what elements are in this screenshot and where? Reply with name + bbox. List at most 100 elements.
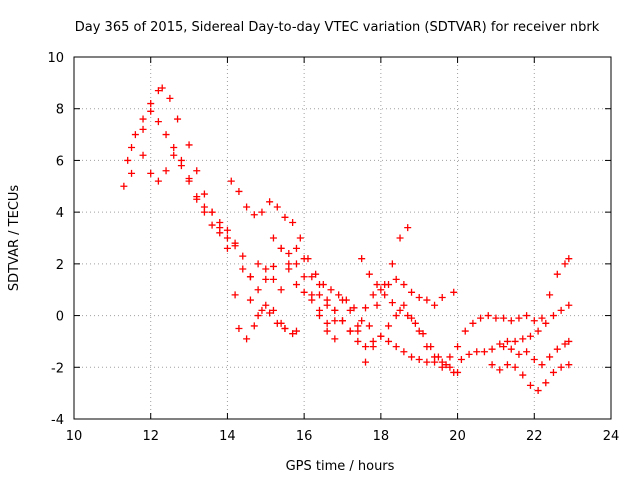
data-point xyxy=(177,162,185,170)
data-point xyxy=(285,265,293,273)
data-point xyxy=(404,312,412,320)
data-point xyxy=(365,270,373,278)
data-point xyxy=(431,358,439,366)
data-point xyxy=(526,332,534,340)
data-point xyxy=(266,309,274,317)
data-point xyxy=(162,131,170,139)
data-point xyxy=(120,182,128,190)
data-point xyxy=(223,244,231,252)
data-point xyxy=(331,317,339,325)
data-point xyxy=(385,281,393,289)
x-tick-label: 12 xyxy=(142,429,159,444)
data-point xyxy=(549,312,557,320)
data-point xyxy=(507,345,515,353)
data-point xyxy=(208,208,216,216)
data-point xyxy=(408,353,416,361)
data-point xyxy=(246,273,254,281)
series-track-5 xyxy=(246,244,458,335)
data-point xyxy=(235,325,243,332)
data-point xyxy=(511,363,519,371)
data-point xyxy=(484,312,492,320)
series-track-8 xyxy=(358,255,573,376)
data-point xyxy=(254,260,262,268)
data-point xyxy=(507,317,515,325)
series-track-4 xyxy=(227,177,412,330)
data-point xyxy=(350,304,358,312)
data-point xyxy=(530,356,538,364)
data-point xyxy=(511,337,519,345)
data-point xyxy=(519,371,527,379)
series-track-10 xyxy=(500,337,573,369)
data-point xyxy=(396,306,404,314)
data-point xyxy=(262,301,270,309)
x-tick-label: 24 xyxy=(603,429,620,444)
data-point xyxy=(473,348,481,356)
data-point xyxy=(154,118,162,126)
data-point xyxy=(388,260,396,268)
data-point xyxy=(166,94,174,102)
data-point xyxy=(450,288,458,296)
data-point xyxy=(266,198,274,206)
data-point xyxy=(216,218,224,226)
data-point xyxy=(519,335,527,343)
data-point xyxy=(323,319,331,327)
data-point xyxy=(281,213,289,221)
data-point xyxy=(174,115,182,123)
y-tick-label: -2 xyxy=(51,361,64,376)
y-tick-label: 8 xyxy=(56,103,64,118)
series-track-3 xyxy=(128,107,339,343)
x-tick-label: 16 xyxy=(296,429,313,444)
data-point xyxy=(419,330,427,338)
data-point xyxy=(331,335,339,343)
data-point xyxy=(530,317,538,325)
data-point xyxy=(354,337,362,345)
data-point xyxy=(289,218,297,226)
data-point xyxy=(561,260,569,268)
y-axis-label: SDTVAR / TECUs xyxy=(7,185,22,292)
data-point xyxy=(193,195,201,203)
data-point xyxy=(549,368,557,376)
data-point xyxy=(362,343,370,351)
data-point xyxy=(323,301,331,309)
data-point xyxy=(496,366,504,374)
data-point xyxy=(431,301,439,309)
data-point xyxy=(296,234,304,242)
data-point xyxy=(358,317,366,325)
data-point xyxy=(377,286,385,294)
data-point xyxy=(277,286,285,294)
data-point xyxy=(258,208,266,216)
data-point xyxy=(477,314,485,322)
data-point xyxy=(373,301,381,309)
data-point xyxy=(312,270,320,278)
data-point xyxy=(365,322,373,330)
data-point xyxy=(139,125,147,133)
data-point xyxy=(269,234,277,242)
data-point xyxy=(446,363,454,371)
data-point xyxy=(492,314,500,322)
data-point xyxy=(400,301,408,309)
data-point xyxy=(131,131,139,139)
data-point xyxy=(139,115,147,123)
data-point xyxy=(565,337,573,345)
data-point xyxy=(557,363,565,371)
data-point xyxy=(292,327,300,335)
data-point xyxy=(323,327,331,335)
data-point xyxy=(346,327,354,335)
data-point xyxy=(231,242,239,250)
data-point xyxy=(239,252,247,260)
data-point xyxy=(434,353,442,361)
data-point xyxy=(243,203,251,211)
data-point xyxy=(147,107,155,115)
data-point xyxy=(331,306,339,314)
data-point xyxy=(557,306,565,314)
data-point xyxy=(216,229,224,237)
x-tick-label: 14 xyxy=(219,429,236,444)
data-point xyxy=(227,177,235,185)
data-point xyxy=(339,317,346,325)
data-point xyxy=(315,291,323,299)
data-point xyxy=(438,363,446,371)
data-point xyxy=(488,345,496,353)
data-point xyxy=(565,255,573,263)
data-point xyxy=(408,288,416,296)
